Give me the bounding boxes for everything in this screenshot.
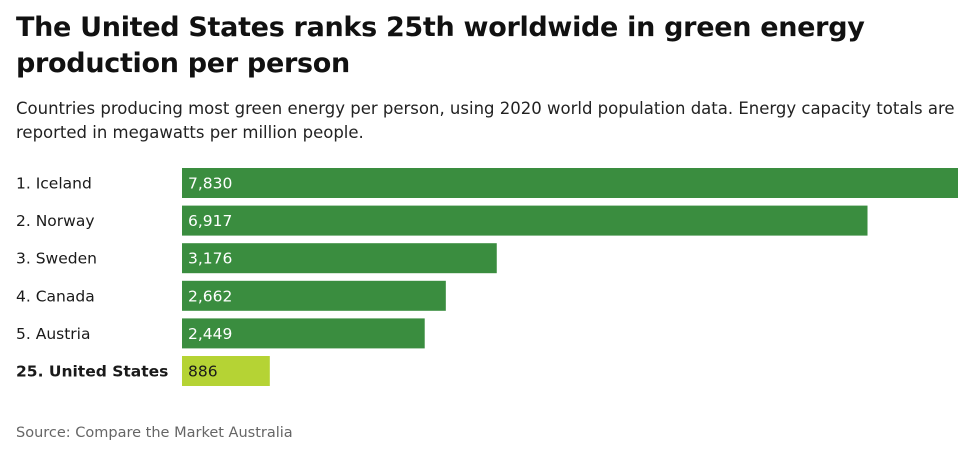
bar-chart: 1. Iceland 7,830 2. Norway 6,917 3. Sweden 3,… <box>16 168 958 386</box>
value-label: 886 <box>188 363 218 381</box>
source-note: Source: Compare the Market Australia <box>16 425 293 441</box>
bar <box>182 318 425 349</box>
bar <box>182 243 497 274</box>
category-label: 1. Iceland <box>16 175 92 193</box>
value-label: 2,662 <box>188 287 232 305</box>
category-label: 25. United States <box>16 363 168 381</box>
bar <box>182 168 958 198</box>
bar <box>182 205 868 236</box>
chart-subtitle: Countries producing most green energy pe… <box>16 99 955 142</box>
bar-row: 2. Norway 6,917 <box>16 205 868 236</box>
bar-row: 3. Sweden 3,176 <box>16 243 497 274</box>
category-label: 4. Canada <box>16 287 95 305</box>
bar-row: 5. Austria 2,449 <box>16 318 425 349</box>
category-label: 2. Norway <box>16 212 95 230</box>
value-label: 6,917 <box>188 212 232 230</box>
category-label: 5. Austria <box>16 325 90 343</box>
bar-row: 25. United States 886 <box>16 356 270 386</box>
value-label: 2,449 <box>188 325 232 343</box>
bar-row: 4. Canada 2,662 <box>16 280 446 311</box>
chart-title: The United States ranks 25th worldwide i… <box>16 12 865 79</box>
value-label: 3,176 <box>188 250 232 268</box>
value-label: 7,830 <box>188 175 232 193</box>
category-label: 3. Sweden <box>16 250 97 268</box>
bar <box>182 280 446 311</box>
bar <box>182 356 270 386</box>
bar-row: 1. Iceland 7,830 <box>16 168 958 198</box>
